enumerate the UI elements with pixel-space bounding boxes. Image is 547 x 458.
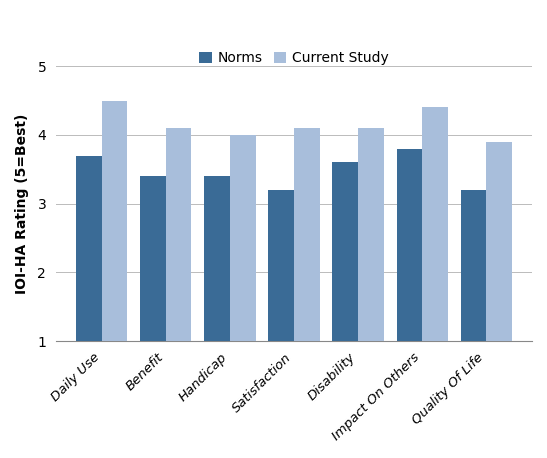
Bar: [269, 190, 294, 410]
Bar: [204, 176, 230, 410]
Bar: [76, 156, 102, 410]
Bar: [166, 128, 191, 410]
Bar: [294, 128, 319, 410]
Bar: [358, 128, 383, 410]
Bar: [486, 142, 512, 410]
Bar: [102, 101, 127, 410]
Bar: [140, 176, 166, 410]
Legend: Norms, Current Study: Norms, Current Study: [194, 46, 394, 71]
Bar: [230, 135, 255, 410]
Y-axis label: IOI-HA Rating (5=Best): IOI-HA Rating (5=Best): [15, 114, 29, 294]
Bar: [397, 149, 422, 410]
Bar: [461, 190, 486, 410]
Bar: [422, 108, 448, 410]
Bar: [333, 163, 358, 410]
